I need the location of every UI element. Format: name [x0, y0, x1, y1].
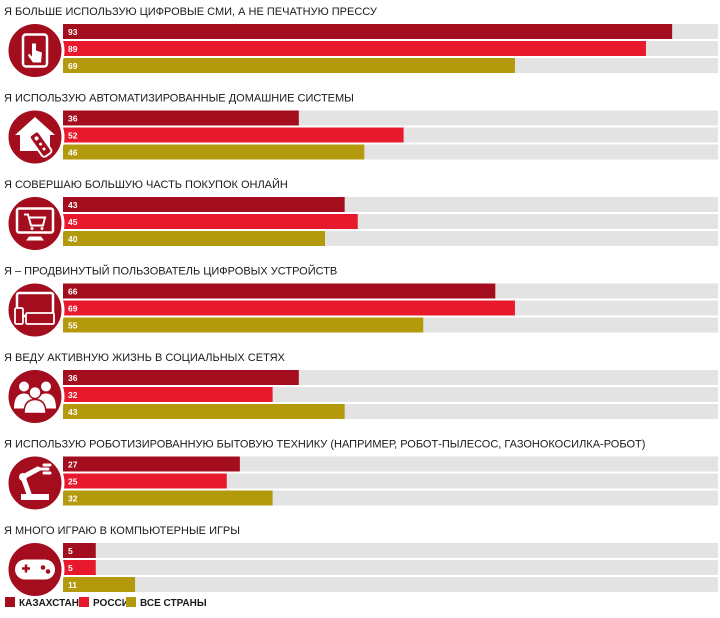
data-label: 25: [68, 477, 78, 487]
group-title: Я СОВЕРШАЮ БОЛЬШУЮ ЧАСТЬ ПОКУПОК ОНЛАЙН: [4, 178, 288, 191]
chart-group: Я ВЕДУ АКТИВНУЮ ЖИЗНЬ В СОЦИАЛЬНЫХ СЕТЯХ…: [4, 352, 718, 426]
legend: КАЗАХСТАН РОССИЯ ВСЕ СТРАНЫ: [5, 597, 207, 609]
group-title: Я – ПРОДВИНУТЫЙ ПОЛЬЗОВАТЕЛЬ ЦИФРОВЫХ УС…: [4, 265, 337, 278]
bar: [63, 404, 345, 419]
data-label: 36: [68, 114, 78, 124]
bar: [63, 231, 325, 246]
bar: [63, 214, 358, 229]
bar: [63, 560, 96, 575]
gamepad-icon: [15, 559, 55, 580]
bar: [63, 197, 345, 212]
bar: [63, 283, 496, 299]
bar: [63, 110, 299, 126]
legend-label: ВСЕ СТРАНЫ: [140, 598, 207, 609]
legend-swatch: [126, 597, 136, 607]
bar: [63, 456, 240, 472]
data-label: 46: [68, 148, 78, 158]
data-label: 36: [68, 373, 78, 383]
bar: [63, 24, 673, 39]
people-icon: [14, 381, 56, 415]
data-label: 5: [68, 563, 73, 573]
legend-item: РОССИЯ: [79, 597, 136, 609]
group-title: Я ИСПОЛЬЗУЮ АВТОМАТИЗИРОВАННЫЕ ДОМАШНИЕ …: [4, 93, 354, 105]
bar-track: [63, 560, 718, 575]
group-title: Я ИСПОЛЬЗУЮ РОБОТИЗИРОВАННУЮ БЫТОВУЮ ТЕХ…: [4, 439, 645, 451]
devices-icon: [14, 291, 55, 325]
bar: [63, 473, 227, 489]
chart-group: Я – ПРОДВИНУТЫЙ ПОЛЬЗОВАТЕЛЬ ЦИФРОВЫХ УС…: [4, 265, 718, 340]
icon-circle: [5, 194, 65, 253]
legend-label: КАЗАХСТАН: [19, 598, 79, 609]
bar: [63, 317, 424, 333]
bar-track: [63, 543, 718, 558]
chart-group: Я БОЛЬШЕ ИСПОЛЬЗУЮ ЦИФРОВЫЕ СМИ, А НЕ ПЕ…: [4, 6, 718, 80]
icon-circle: [5, 453, 65, 513]
bar: [63, 543, 96, 558]
group-title: Я БОЛЬШЕ ИСПОЛЬЗУЮ ЦИФРОВЫЕ СМИ, А НЕ ПЕ…: [4, 6, 378, 18]
data-label: 5: [68, 546, 73, 556]
data-label: 69: [68, 61, 78, 71]
data-label: 40: [68, 234, 78, 244]
bar: [63, 127, 404, 143]
data-label: 32: [68, 390, 78, 400]
legend-swatch: [5, 597, 15, 607]
chart-group: Я ИСПОЛЬЗУЮ АВТОМАТИЗИРОВАННЫЕ ДОМАШНИЕ …: [4, 93, 718, 167]
chart-group: Я ИСПОЛЬЗУЮ РОБОТИЗИРОВАННУЮ БЫТОВУЮ ТЕХ…: [4, 439, 718, 513]
legend-item: ВСЕ СТРАНЫ: [126, 597, 207, 609]
data-label: 55: [68, 321, 78, 331]
data-label: 89: [68, 44, 78, 54]
group-title: Я МНОГО ИГРАЮ В КОМПЬЮТЕРНЫЕ ИГРЫ: [4, 525, 240, 537]
bar-track: [63, 577, 718, 592]
data-label: 52: [68, 131, 78, 141]
data-label: 69: [68, 304, 78, 314]
bar: [63, 387, 273, 402]
smart-home-icon: [15, 117, 55, 158]
chart-group: Я МНОГО ИГРАЮ В КОМПЬЮТЕРНЫЕ ИГРЫ 5 5 11: [4, 525, 718, 599]
bar: [63, 144, 365, 160]
legend-swatch: [79, 597, 89, 607]
group-title: Я ВЕДУ АКТИВНУЮ ЖИЗНЬ В СОЦИАЛЬНЫХ СЕТЯХ: [4, 352, 286, 364]
data-label: 66: [68, 287, 78, 297]
robot-arm-icon: [19, 463, 52, 500]
shopping-cart-icon: [15, 207, 55, 241]
data-label: 45: [68, 217, 78, 227]
legend-item: КАЗАХСТАН: [5, 597, 79, 609]
bar: [63, 490, 273, 506]
tablet-icon: [21, 33, 49, 68]
bar: [63, 58, 515, 73]
bar: [63, 41, 646, 56]
bar: [63, 577, 136, 592]
data-label: 43: [68, 200, 78, 210]
data-label: 27: [68, 460, 78, 470]
data-label: 11: [68, 580, 77, 590]
data-label: 32: [68, 494, 78, 504]
data-label: 43: [68, 407, 78, 417]
data-label: 93: [68, 27, 78, 37]
bar: [63, 370, 299, 385]
chart-group: Я СОВЕРШАЮ БОЛЬШУЮ ЧАСТЬ ПОКУПОК ОНЛАЙН 4…: [4, 178, 718, 253]
bar: [63, 300, 515, 316]
legend-label: РОССИЯ: [93, 598, 136, 609]
